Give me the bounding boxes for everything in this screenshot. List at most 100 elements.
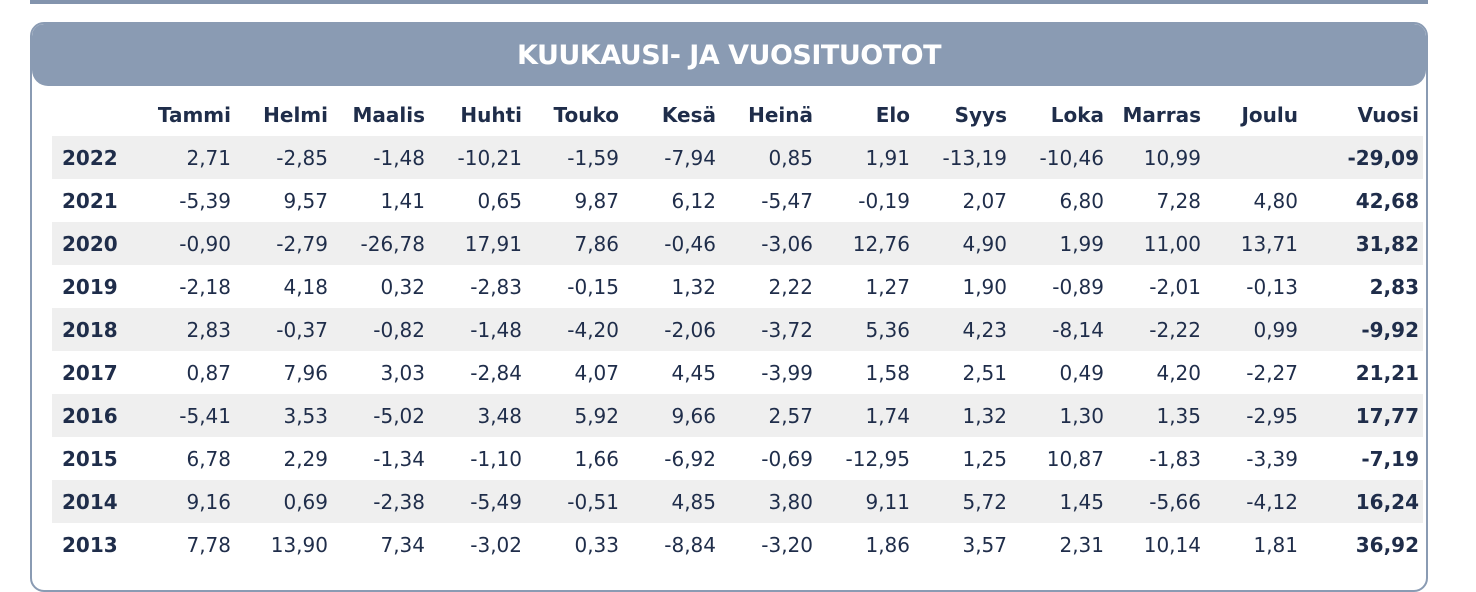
column-header: Vuosi xyxy=(1357,103,1419,127)
month-return-cell: 7,34 xyxy=(332,523,429,566)
month-return-cell: 2,57 xyxy=(720,394,817,437)
month-return-cell: -0,51 xyxy=(526,480,623,523)
month-return-cell: 1,45 xyxy=(1011,480,1108,523)
month-return-cell: 7,96 xyxy=(235,351,332,394)
table-row: 2017 0,87 7,96 3,03 -2,84 4,07 4,45 -3,99 1,58 2,… xyxy=(52,351,1423,394)
column-header: Heinä xyxy=(748,103,813,127)
month-return-cell xyxy=(1205,136,1302,179)
month-return-cell: -3,06 xyxy=(720,222,817,265)
month-return-cell: 9,57 xyxy=(235,179,332,222)
month-return-cell: -2,27 xyxy=(1205,351,1302,394)
month-return-cell: 4,80 xyxy=(1205,179,1302,222)
header-row: Tammi Helmi Maalis Huhti Touko Kesä Heinä Elo Sy… xyxy=(52,94,1423,136)
month-return-cell: 13,71 xyxy=(1205,222,1302,265)
year-cell: 2015 xyxy=(52,437,138,480)
year-total-cell: 21,21 xyxy=(1302,351,1423,394)
month-return-cell: 17,91 xyxy=(429,222,526,265)
month-return-cell: 4,85 xyxy=(623,480,720,523)
month-return-cell: -4,12 xyxy=(1205,480,1302,523)
month-return-cell: 7,78 xyxy=(138,523,235,566)
month-return-cell: 10,99 xyxy=(1108,136,1205,179)
month-return-cell: 4,18 xyxy=(235,265,332,308)
month-return-cell: 3,80 xyxy=(720,480,817,523)
month-return-cell: 1,99 xyxy=(1011,222,1108,265)
month-return-cell: -2,22 xyxy=(1108,308,1205,351)
month-return-cell: -0,69 xyxy=(720,437,817,480)
table-row: 2020 -0,90 -2,79 -26,78 17,91 7,86 -0,46 -3,06 1… xyxy=(52,222,1423,265)
table-row: 2019 -2,18 4,18 0,32 -2,83 -0,15 1,32 2,22 1,27 1… xyxy=(52,265,1423,308)
column-header: Syys xyxy=(954,103,1007,127)
month-return-cell: -0,82 xyxy=(332,308,429,351)
month-return-cell: 9,66 xyxy=(623,394,720,437)
month-return-cell: -3,72 xyxy=(720,308,817,351)
month-return-cell: 1,86 xyxy=(817,523,914,566)
month-return-cell: -2,01 xyxy=(1108,265,1205,308)
month-return-cell: 1,30 xyxy=(1011,394,1108,437)
year-total-cell: -9,92 xyxy=(1302,308,1423,351)
month-return-cell: -2,83 xyxy=(429,265,526,308)
month-return-cell: 5,36 xyxy=(817,308,914,351)
year-total-cell: 17,77 xyxy=(1302,394,1423,437)
month-return-cell: 4,90 xyxy=(914,222,1011,265)
month-return-cell: -4,20 xyxy=(526,308,623,351)
month-return-cell: 2,71 xyxy=(138,136,235,179)
month-return-cell: 1,27 xyxy=(817,265,914,308)
year-total-cell: 31,82 xyxy=(1302,222,1423,265)
month-return-cell: 0,85 xyxy=(720,136,817,179)
month-return-cell: 1,66 xyxy=(526,437,623,480)
month-return-cell: 7,86 xyxy=(526,222,623,265)
month-return-cell: -1,48 xyxy=(429,308,526,351)
month-return-cell: 1,41 xyxy=(332,179,429,222)
month-return-cell: 0,65 xyxy=(429,179,526,222)
month-return-cell: -1,83 xyxy=(1108,437,1205,480)
month-return-cell: 0,99 xyxy=(1205,308,1302,351)
month-return-cell: 1,32 xyxy=(914,394,1011,437)
month-return-cell: -5,41 xyxy=(138,394,235,437)
year-cell: 2019 xyxy=(52,265,138,308)
table-row: 2015 6,78 2,29 -1,34 -1,10 1,66 -6,92 -0,69 -12,… xyxy=(52,437,1423,480)
month-return-cell: -5,02 xyxy=(332,394,429,437)
column-header: Helmi xyxy=(263,103,328,127)
month-return-cell: 0,69 xyxy=(235,480,332,523)
month-return-cell: 7,28 xyxy=(1108,179,1205,222)
table-row: 2014 9,16 0,69 -2,38 -5,49 -0,51 4,85 3,80 9,11 5… xyxy=(52,480,1423,523)
year-cell: 2021 xyxy=(52,179,138,222)
month-return-cell: 9,11 xyxy=(817,480,914,523)
table-row: 2022 2,71 -2,85 -1,48 -10,21 -1,59 -7,94 0,85 1,… xyxy=(52,136,1423,179)
month-return-cell: 1,35 xyxy=(1108,394,1205,437)
month-return-cell: 9,16 xyxy=(138,480,235,523)
month-return-cell: -13,19 xyxy=(914,136,1011,179)
month-return-cell: 1,81 xyxy=(1205,523,1302,566)
month-return-cell: 3,53 xyxy=(235,394,332,437)
month-return-cell: 6,12 xyxy=(623,179,720,222)
year-total-cell: 16,24 xyxy=(1302,480,1423,523)
month-return-cell: 11,00 xyxy=(1108,222,1205,265)
month-return-cell: -2,06 xyxy=(623,308,720,351)
month-return-cell: 12,76 xyxy=(817,222,914,265)
month-return-cell: 3,48 xyxy=(429,394,526,437)
column-header: Marras xyxy=(1122,103,1201,127)
month-return-cell: 3,57 xyxy=(914,523,1011,566)
month-return-cell: 1,32 xyxy=(623,265,720,308)
panel-header: KUUKAUSI- JA VUOSITUOTOT xyxy=(32,24,1426,86)
month-return-cell: -2,18 xyxy=(138,265,235,308)
column-header: Loka xyxy=(1050,103,1104,127)
month-return-cell: -0,89 xyxy=(1011,265,1108,308)
month-return-cell: 1,74 xyxy=(817,394,914,437)
column-header: Maalis xyxy=(352,103,425,127)
month-return-cell: 4,45 xyxy=(623,351,720,394)
month-return-cell: -1,10 xyxy=(429,437,526,480)
month-return-cell: -3,02 xyxy=(429,523,526,566)
month-return-cell: -5,39 xyxy=(138,179,235,222)
month-return-cell: -5,66 xyxy=(1108,480,1205,523)
month-return-cell: -3,99 xyxy=(720,351,817,394)
month-return-cell: -12,95 xyxy=(817,437,914,480)
month-return-cell: 4,20 xyxy=(1108,351,1205,394)
month-return-cell: 2,83 xyxy=(138,308,235,351)
month-return-cell: 2,51 xyxy=(914,351,1011,394)
month-return-cell: 0,33 xyxy=(526,523,623,566)
month-return-cell: 6,78 xyxy=(138,437,235,480)
month-return-cell: 6,80 xyxy=(1011,179,1108,222)
month-return-cell: -5,49 xyxy=(429,480,526,523)
month-return-cell: 0,32 xyxy=(332,265,429,308)
